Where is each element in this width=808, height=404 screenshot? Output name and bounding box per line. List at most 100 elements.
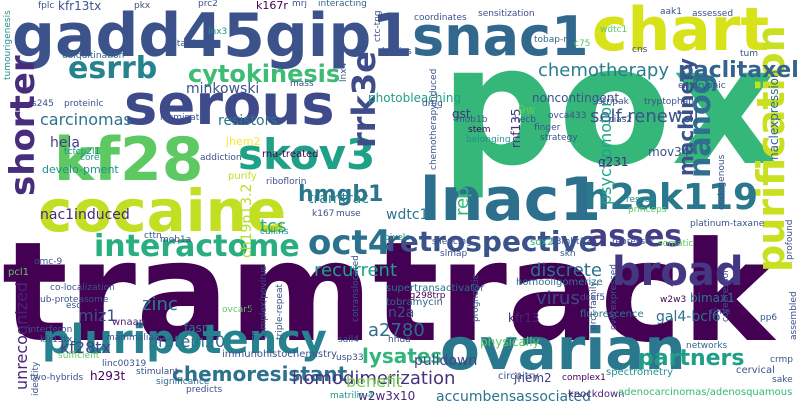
word-esrrb: esrrb: [68, 51, 158, 86]
word-mob1b: mob1b: [456, 115, 488, 125]
word-rime: rime: [710, 307, 731, 317]
word-lnx4: lnx4: [339, 62, 349, 82]
word-proteinlc: proteinlc: [64, 99, 104, 109]
word-sake: sake: [772, 375, 793, 385]
word-tryptophan: tryptophan: [644, 97, 694, 107]
word-tramtrack: tramtrack: [2, 212, 774, 373]
word-sall4: sall4: [338, 335, 359, 345]
word-lysates: lysates: [362, 344, 443, 368]
word-accumbensassociated: accumbensassociated: [436, 389, 592, 404]
word-lnx3: lnx3: [208, 27, 228, 37]
word-cotranslocated: cotranslocated: [351, 255, 361, 322]
word-interactome: interactome: [94, 229, 300, 264]
word-complex1: complex1: [562, 373, 606, 383]
word-core: core: [80, 153, 100, 163]
word-drug: drug: [422, 99, 443, 109]
word-a2780: a2780: [368, 320, 425, 341]
word-tobramycin: tobramycin: [386, 297, 443, 308]
word-develo-pment: develo-pment: [42, 163, 119, 176]
word-identity: identity: [31, 361, 41, 396]
word-ubiquitination: ubiquitination: [62, 51, 125, 61]
word-wnaap: wnaap: [112, 317, 146, 328]
word-gadd45gip1: gadd45gip1: [12, 1, 414, 71]
word-mrj: mrj: [292, 0, 307, 9]
word-naclexpression: naclexpression: [767, 70, 781, 160]
word-k167: k167: [312, 209, 335, 219]
word-paclitaxel: paclitaxel: [678, 58, 799, 83]
word-strategy: strategy: [540, 133, 578, 143]
word-esc: esc: [66, 301, 82, 311]
word-coordinates: coordinates: [414, 13, 467, 23]
word-c75: c75: [574, 39, 591, 49]
word-photobleaching: photobleaching: [368, 91, 462, 105]
word-finger: finger: [534, 123, 561, 133]
word-tcs: tcs: [260, 216, 287, 237]
word-discrete: discrete: [530, 260, 602, 281]
word-carcinomas: carcinomas: [40, 110, 132, 129]
word-tramtrac: tramtrac: [308, 191, 369, 207]
word-skov3: skov3: [238, 130, 376, 179]
word-usp33: usp33: [336, 353, 364, 363]
word-triple-repeat: triple-repeat: [275, 283, 285, 340]
word-13mbt12: 13mbt12: [550, 237, 591, 247]
word-pias2: pias2: [608, 115, 633, 125]
word-chemoresistant: chemoresistant: [172, 362, 348, 386]
word-prognostic: prognostic: [471, 274, 481, 322]
word-stag1: stag1: [172, 39, 198, 49]
word-addiction: addiction: [200, 153, 242, 163]
word-interacting: interacting: [318, 0, 367, 9]
word-wdtc1: wdtc1: [386, 207, 429, 223]
word-kfr13tx: kfr13tx: [58, 0, 102, 13]
word-sufficient: sufficient: [58, 351, 100, 361]
word-snac1: snac1: [412, 5, 589, 68]
word-gst: gst: [452, 107, 471, 121]
word-prc2: prc2: [198, 0, 218, 9]
word-aak1: aak1: [660, 7, 682, 17]
word-dcaf5: dcaf5: [580, 293, 606, 303]
word-ovca433: ovca433: [548, 111, 587, 121]
word-n2a: n2a: [388, 305, 415, 321]
word-fasn: fasn: [184, 321, 210, 335]
word-knockdown: knockdown: [568, 389, 625, 400]
word-cocaine: cocaine: [38, 177, 287, 245]
word-mammalian: mammalian: [106, 333, 160, 343]
word-muse: muse: [336, 209, 361, 219]
word-crmp: crmp: [770, 355, 793, 365]
word-h293t: h293t: [90, 369, 126, 383]
word-bimax1: bimax1: [690, 291, 735, 305]
word-minkowski: minkowski: [186, 81, 260, 97]
word-bodies: bodies: [382, 47, 412, 57]
word-serous: serous: [124, 73, 335, 138]
word-kfr13tx-b: kfr13tx: [40, 335, 73, 345]
word-interferon: interferon: [28, 325, 73, 335]
word-assessed: assessed: [692, 9, 734, 19]
word-wdtc1-b: wdtc1: [600, 25, 628, 35]
word-homodimerization: homodimerization: [292, 368, 456, 389]
word-asses: asses: [588, 219, 683, 254]
word-sox2: sox2: [530, 237, 554, 248]
word-immunohistochemistry: immunohistochemistry: [222, 349, 338, 360]
word-cervical: cervical: [736, 365, 775, 376]
word-circuitry: circuitry: [498, 371, 539, 382]
word-nac1induced: nac1induced: [40, 207, 130, 223]
word-tobap-ms: tobap-ms: [534, 35, 577, 45]
word-noncontingent: noncontingent: [532, 91, 620, 105]
word-pcl1: pcl1: [8, 267, 29, 278]
word-physically: physically: [480, 335, 540, 349]
word-spectrometry: spectrometry: [606, 367, 673, 378]
word-virus: virus: [536, 288, 580, 309]
word-stripak: stripak: [598, 97, 629, 107]
word-benefit: benefit: [346, 372, 403, 391]
word-9w: 9w: [518, 103, 536, 117]
word-chart: chart: [592, 0, 770, 65]
word-co-localization: co-localization: [50, 283, 115, 293]
word-cytokinesis: cytokinesis: [188, 60, 341, 88]
word-mass: mass: [290, 79, 314, 89]
word-assembled: assembled: [789, 291, 799, 340]
word-hhua: hhua: [388, 335, 411, 345]
word-p.arg298trp: p.arg298trp: [392, 291, 446, 301]
word-linc00319: linc00319: [102, 359, 147, 369]
word-mov34: mov34: [648, 145, 690, 159]
word-zinc: zinc: [142, 294, 178, 315]
